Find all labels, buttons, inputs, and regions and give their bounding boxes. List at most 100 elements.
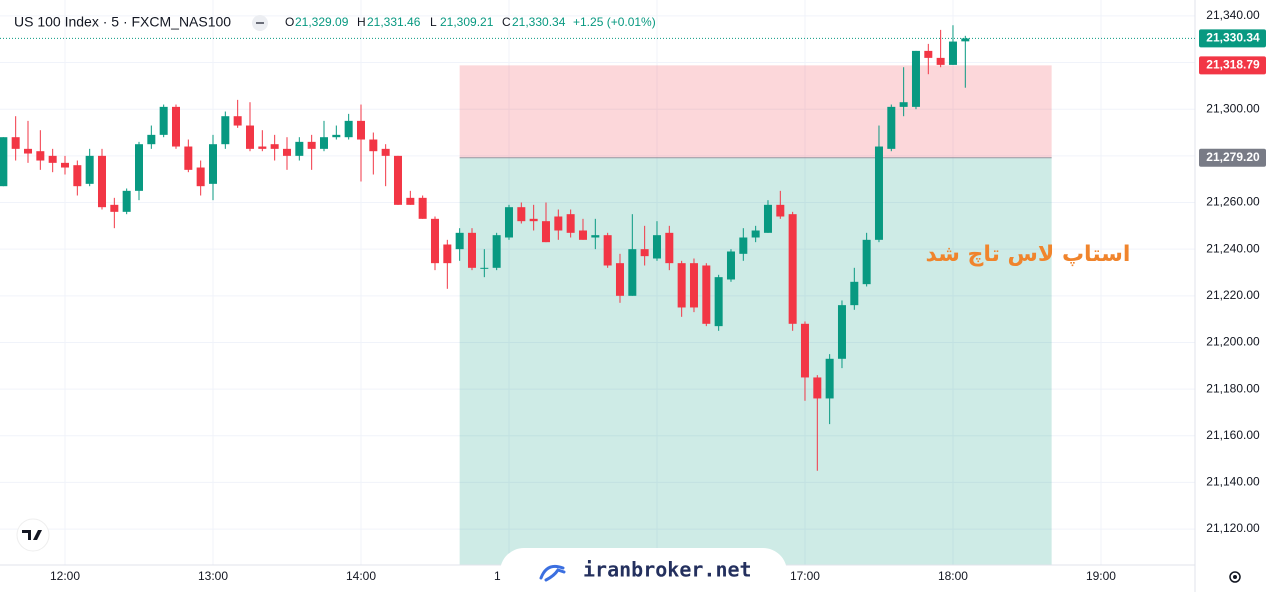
candle-body xyxy=(529,218,538,222)
candle-body xyxy=(689,263,698,308)
logo-mark xyxy=(22,530,42,540)
ohlc-value: 21,309.21 xyxy=(440,15,494,29)
candle-body xyxy=(603,235,612,266)
y-tick-label: 21,260.00 xyxy=(1206,195,1260,209)
candle-body xyxy=(24,148,33,154)
ohlc-value: 21,329.09 xyxy=(295,15,349,29)
watermark-icon xyxy=(539,564,566,582)
candle-body xyxy=(480,267,489,269)
stop-price-label-bg xyxy=(1199,56,1266,75)
x-tick-label: 17:00 xyxy=(790,569,820,583)
candle-body xyxy=(258,146,267,149)
candle-body xyxy=(961,38,970,42)
candle-body xyxy=(948,41,957,65)
watermark-pill xyxy=(500,548,787,592)
ohlc-value: 21,330.34 xyxy=(512,15,566,29)
ohlc-legend: O 21,329.09 H 21,331.46 L 21,309.21 C 21,330.34… xyxy=(285,15,656,29)
candle-body xyxy=(702,265,711,324)
y-tick-label: 21,340.00 xyxy=(1206,8,1260,22)
candle-body xyxy=(110,204,119,212)
candle-body xyxy=(443,244,452,264)
candle-body xyxy=(763,204,772,233)
candle-body xyxy=(566,214,575,233)
candle-body xyxy=(295,141,304,156)
y-tick-label: 21,300.00 xyxy=(1206,101,1260,115)
candle-body xyxy=(887,106,896,149)
candle-body xyxy=(911,50,920,107)
candle-body xyxy=(800,323,809,378)
last-price-label-bg xyxy=(1199,29,1266,48)
candle-body xyxy=(418,197,427,219)
settings-button[interactable] xyxy=(1229,571,1241,583)
entry-price-label-bg xyxy=(1199,148,1266,167)
candle-body xyxy=(48,155,57,163)
candle-body xyxy=(640,249,649,257)
x-tick-label: 18:00 xyxy=(938,569,968,583)
ohlc-key: O xyxy=(285,15,294,29)
y-tick-label: 21,120.00 xyxy=(1206,521,1260,535)
candle-body xyxy=(936,57,945,65)
y-tick-label: 21,240.00 xyxy=(1206,241,1260,255)
candle-body xyxy=(134,144,143,191)
candle-body xyxy=(776,204,785,217)
target-zone[interactable] xyxy=(459,157,1052,565)
candle-body xyxy=(541,221,550,243)
candle-body xyxy=(171,106,180,147)
candle-body xyxy=(554,216,563,231)
candle-body xyxy=(73,165,82,187)
ohlc-key: H xyxy=(357,15,366,29)
candle-body xyxy=(788,214,797,324)
candle-body xyxy=(714,277,723,327)
candle-body xyxy=(369,139,378,152)
candle-body xyxy=(837,305,846,359)
candle-body xyxy=(221,116,230,145)
candle-body xyxy=(344,120,353,138)
y-tick-label: 21,180.00 xyxy=(1206,381,1260,395)
settings-icon[interactable] xyxy=(1229,571,1241,583)
x-tick-label: 12:00 xyxy=(50,569,80,583)
x-tick-label: 14:00 xyxy=(346,569,376,583)
candle-body xyxy=(850,281,859,306)
logo-circle[interactable] xyxy=(16,518,50,552)
candle-body xyxy=(751,230,760,238)
candle-body xyxy=(147,134,156,145)
settings-icon-center xyxy=(1233,575,1237,579)
grid xyxy=(0,0,1195,565)
candle-body xyxy=(332,134,341,138)
candle-body xyxy=(97,155,106,208)
candle-body xyxy=(652,235,661,259)
stop-price-label: 21,318.79 xyxy=(1206,58,1260,72)
candle-body xyxy=(899,102,908,107)
symbol-title[interactable]: US 100 Index · 5 · FXCM_NAS100 xyxy=(14,14,231,30)
candle-body xyxy=(430,218,439,264)
candle-body xyxy=(393,155,402,205)
candle-body xyxy=(319,137,328,149)
candle-body xyxy=(122,190,131,212)
last-price-label: 21,330.34 xyxy=(1206,31,1260,45)
candle-body xyxy=(825,358,834,399)
axes: 21,120.00 21,140.00 21,160.00 21,180.00 21,2… xyxy=(0,8,1266,583)
candle-body xyxy=(0,137,8,187)
tv-logo[interactable] xyxy=(16,518,50,552)
candle-body xyxy=(677,263,686,308)
candle-body xyxy=(739,237,748,254)
stop-zone[interactable] xyxy=(459,65,1052,158)
candle-body xyxy=(874,146,883,240)
change: +1.25 (+0.01%) xyxy=(573,15,656,29)
position-tool[interactable] xyxy=(459,65,1052,565)
x-tick-label: 13:00 xyxy=(198,569,228,583)
candle-body xyxy=(665,232,674,264)
candle-body xyxy=(578,230,587,240)
y-tick-label: 21,160.00 xyxy=(1206,428,1260,442)
candle-body xyxy=(208,144,217,184)
candle-body xyxy=(504,207,513,238)
candle-body xyxy=(233,116,242,126)
y-tick-label: 21,140.00 xyxy=(1206,475,1260,489)
watermark: iranbroker.net xyxy=(500,548,787,592)
candle-body xyxy=(862,239,871,285)
ohlc-value: 21,331.46 xyxy=(367,15,421,29)
candle-body xyxy=(36,151,45,161)
candle-body xyxy=(467,232,476,268)
